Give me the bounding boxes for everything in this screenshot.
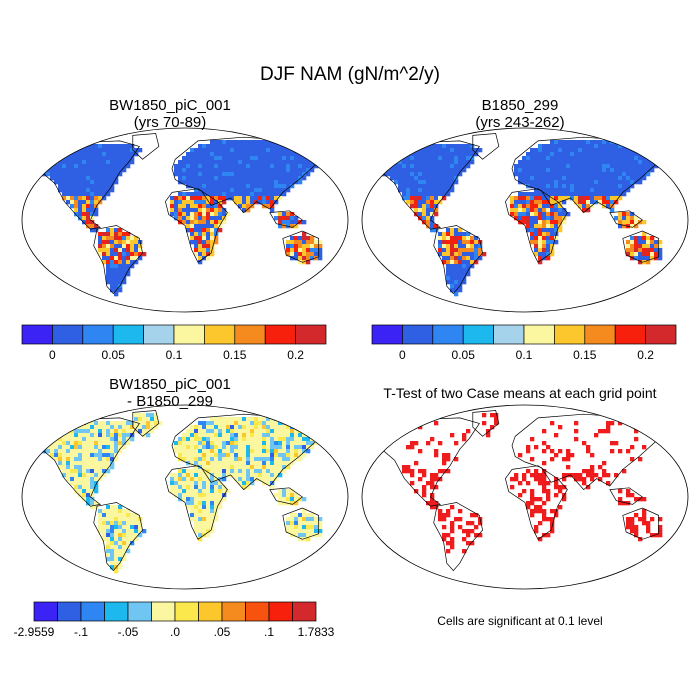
map-land-layer (377, 410, 666, 572)
colorbar-swatch (264, 324, 296, 345)
coastline-australia (622, 230, 660, 263)
coastline-southamerica (433, 225, 483, 295)
colorbar-swatch (462, 324, 494, 345)
colorbar-tick-label: -.1 (74, 625, 88, 639)
colorbar-3: -2.9559 -.1 -.05 .0 .05 .1 1.7833 (14, 601, 335, 639)
colorbar-tick-label: 0.05 (102, 348, 126, 362)
map-panel-2 (361, 127, 689, 313)
colorbar-swatch (151, 601, 176, 622)
map-land-layer (37, 133, 327, 297)
colorbar-tick-label: .1 (264, 625, 274, 639)
colorbar-swatch (292, 601, 317, 622)
colorbar-tick-label: 0.15 (223, 348, 247, 362)
colorbar-swatch (295, 324, 327, 345)
colorbar-swatch (143, 324, 175, 345)
colorbar-swatch (245, 601, 270, 622)
colorbar-swatch (112, 324, 144, 345)
coastline-southamerica (93, 502, 143, 572)
colorbar-swatch (174, 601, 199, 622)
significance-note: Cells are significant at 0.1 level (437, 614, 603, 628)
panel-title-line1: BW1850_piC_001 (109, 376, 231, 393)
coastline-greenland (132, 133, 160, 160)
coastline-australia (622, 507, 660, 540)
colorbar-swatch (204, 324, 236, 345)
colorbar-swatch (52, 324, 84, 345)
panel-title-line1: BW1850_piC_001 (109, 97, 231, 114)
coastline-northamerica (377, 417, 480, 507)
map-panel-4 (361, 404, 689, 590)
coastline-australia (282, 507, 320, 540)
colorbar-swatch (173, 324, 205, 345)
colorbar-swatch (82, 324, 114, 345)
map-border (21, 404, 349, 590)
coastline-seasia (609, 487, 643, 505)
coastline-greenland (472, 133, 500, 160)
colorbar-swatch (57, 601, 82, 622)
colorbar-tick-label: 0.1 (516, 348, 533, 362)
panel-title-diff: BW1850_piC_001 - B1850_299 (40, 376, 300, 410)
colorbar-swatch (371, 324, 403, 345)
colorbar-swatch (127, 601, 152, 622)
map-land-layer (37, 410, 327, 574)
colorbar-tick-label: 0.2 (637, 348, 654, 362)
map-border (361, 127, 689, 313)
coastline-africa (505, 188, 568, 263)
colorbar-swatch (614, 324, 646, 345)
coastline-africa (165, 465, 228, 540)
colorbar-tick-label: 0 (49, 348, 56, 362)
coastline-africa (505, 465, 568, 540)
colorbar-swatch (234, 324, 266, 345)
colorbar-tick-label: 0.1 (166, 348, 183, 362)
coastline-seasia (609, 210, 643, 228)
colorbar-swatch (21, 324, 53, 345)
colorbar-tick-label: -2.9559 (14, 625, 55, 639)
colorbar-swatch (268, 601, 293, 622)
colorbar-swatch (33, 601, 58, 622)
colorbar-tick-label: 0.2 (287, 348, 304, 362)
map-border (21, 127, 349, 313)
colorbar-swatch (554, 324, 586, 345)
panel-title-line2: (yrs 70-89) (133, 114, 207, 131)
colorbar-tick-label: -.05 (118, 625, 139, 639)
colorbar-swatch (80, 601, 105, 622)
coastline-seasia (269, 210, 303, 228)
colorbar-swatch (493, 324, 525, 345)
coastline-seasia (269, 487, 303, 505)
colorbar-1: 0 0.05 0.1 0.15 0.2 (21, 324, 327, 362)
colorbar-tick-label: 0.15 (573, 348, 597, 362)
colorbar-swatch (645, 324, 677, 345)
panel-title-line1: B1850_299 (481, 97, 559, 114)
colorbar-tick-label: .0 (170, 625, 180, 639)
map-panel-1 (21, 127, 349, 313)
panel-title-case2: B1850_299 (yrs 243-262) (390, 97, 650, 131)
colorbar-swatch (402, 324, 434, 345)
coastline-greenland (472, 410, 500, 437)
colorbar-tick-label: .05 (214, 625, 231, 639)
colorbar-swatch (523, 324, 555, 345)
colorbar-tick-label: 0 (399, 348, 406, 362)
colorbar-2: 0 0.05 0.1 0.15 0.2 (371, 324, 677, 362)
coastline-australia (282, 230, 320, 263)
main-title: DJF NAM (gN/m^2/y) (260, 64, 440, 85)
colorbar-tick-label: 1.7833 (298, 625, 335, 639)
panel-title-case1: BW1850_piC_001 (yrs 70-89) (40, 97, 300, 131)
colorbar-swatch (432, 324, 464, 345)
map-border (361, 404, 689, 590)
colorbar-swatch (221, 601, 246, 622)
coastline-greenland (132, 410, 160, 437)
coastline-southamerica (93, 225, 143, 295)
colorbar-tick-label: 0.05 (452, 348, 476, 362)
panel-title-ttest: T-Test of two Case means at each grid po… (383, 385, 657, 401)
coastline-southamerica (433, 502, 483, 572)
colorbar-swatch (104, 601, 129, 622)
map-panel-3 (21, 404, 349, 590)
panel-title-line2: (yrs 243-262) (475, 114, 565, 131)
coastline-africa (165, 188, 228, 263)
map-land-layer (377, 133, 667, 297)
colorbar-swatch (198, 601, 223, 622)
colorbar-swatch (584, 324, 616, 345)
panel-title-line2: - B1850_299 (127, 393, 213, 410)
